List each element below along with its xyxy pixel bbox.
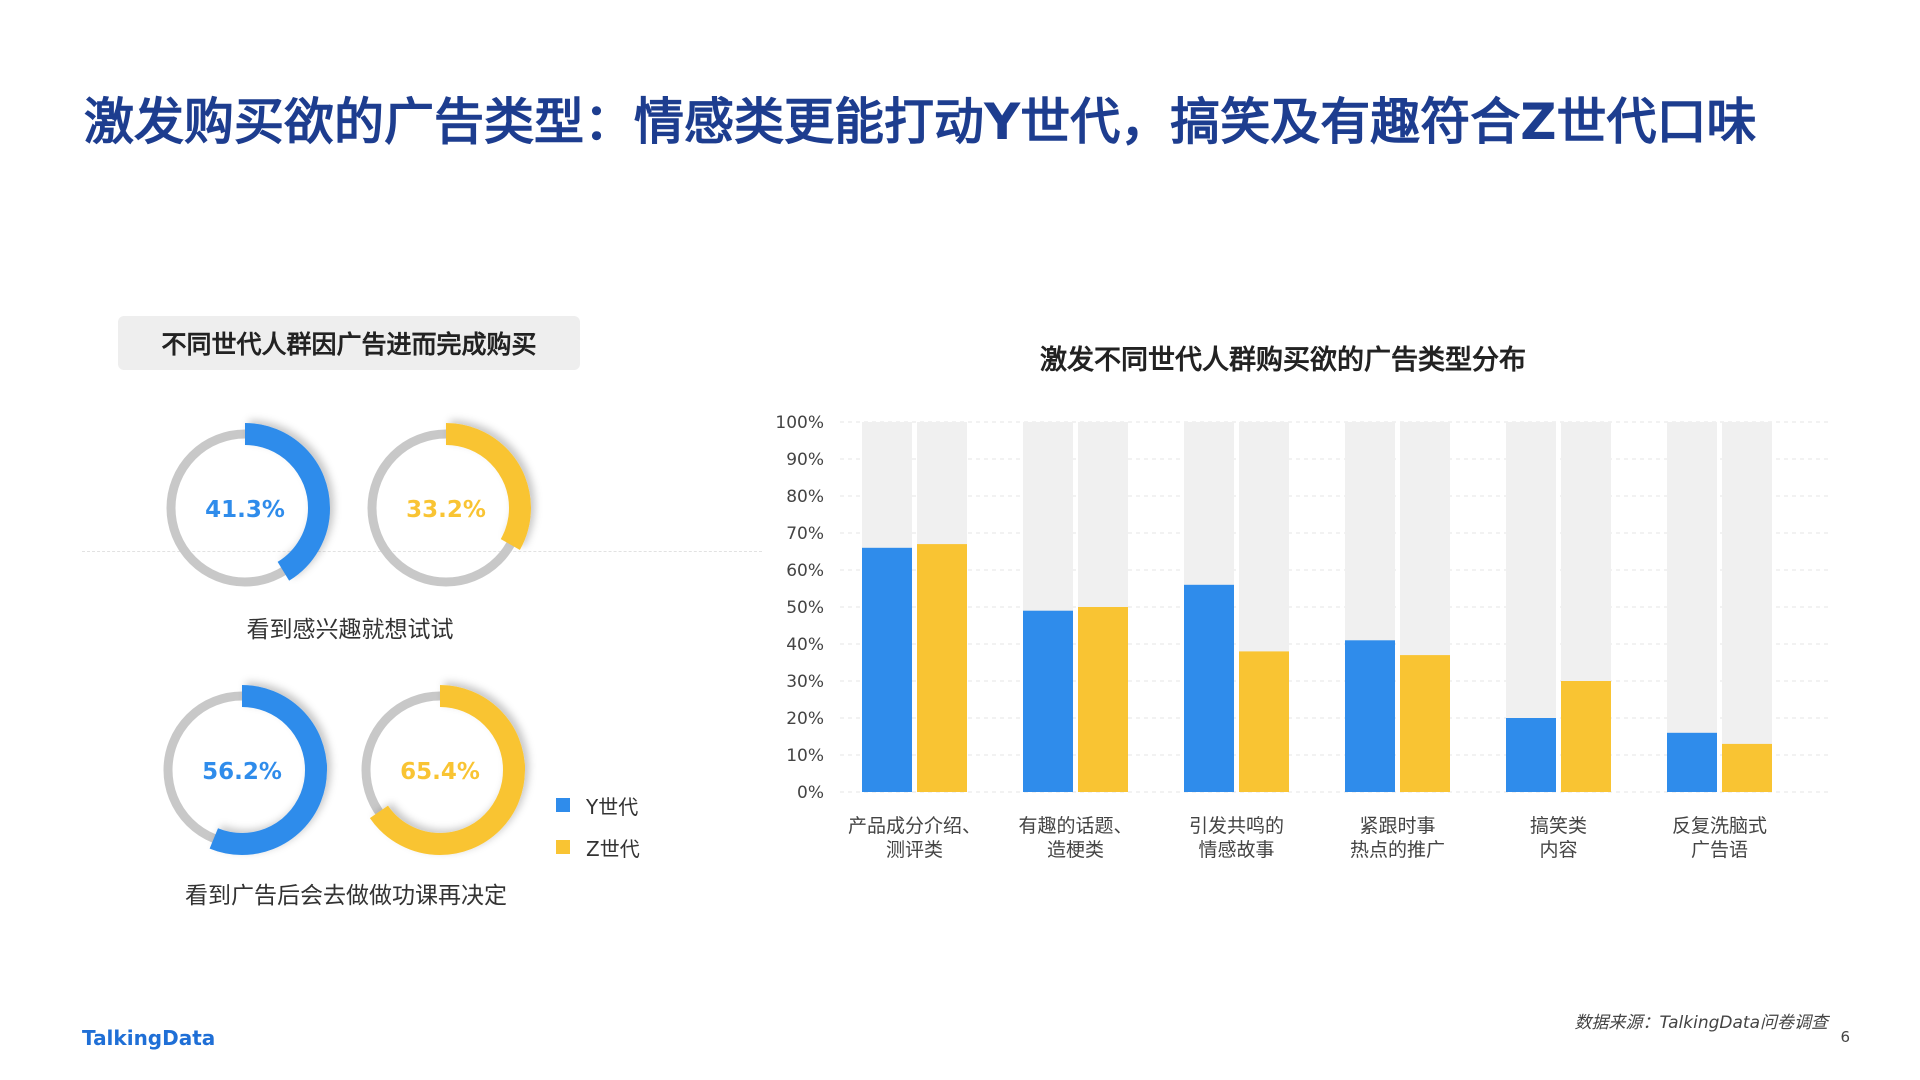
divider — [82, 551, 762, 552]
page-title: 激发购买欲的广告类型：情感类更能打动Y世代，搞笑及有趣符合Z世代口味 — [84, 93, 1757, 151]
bar-y-2 — [1023, 610, 1073, 792]
chart-title: 激发不同世代人群购买欲的广告类型分布 — [1040, 345, 1526, 376]
legend-label-z: Z世代 — [586, 836, 640, 861]
bar-z-5 — [1561, 681, 1611, 792]
brand-logo-text: TalkingData — [82, 1026, 216, 1050]
donut-1-2: 33.2% — [361, 423, 531, 593]
bar-z-2 — [1078, 607, 1128, 792]
y-tick-label: 20% — [786, 709, 824, 729]
bar-y-6 — [1667, 732, 1717, 792]
donut-arc — [361, 423, 531, 593]
x-tick-label: 搞笑类内容 — [1530, 815, 1587, 861]
bar-background — [1722, 422, 1772, 792]
donut-group-caption-2: 看到广告后会去做做功课再决定 — [185, 883, 507, 909]
bar-y-4 — [1345, 640, 1395, 792]
x-tick-label: 反复洗脑式广告语 — [1672, 815, 1767, 861]
x-tick-label: 产品成分介绍、测评类 — [848, 815, 981, 861]
y-tick-label: 50% — [786, 598, 824, 618]
y-tick-label: 100% — [775, 413, 824, 433]
donut-arc — [157, 685, 327, 855]
legend-item-z: Z世代 — [556, 834, 640, 861]
y-tick-label: 70% — [786, 524, 824, 544]
bar-chart: 0% 10% 20% 30% 40% 50% 60% 70% 80% 90% 100% 产品成分介绍、… — [775, 413, 1828, 861]
bar-z-1 — [917, 544, 967, 792]
donut-arc — [160, 423, 330, 593]
y-tick-label: 30% — [786, 672, 824, 692]
y-tick-label: 80% — [786, 487, 824, 507]
donut-charts: 41.3% 33.2% 56.2% 65.4% — [157, 423, 531, 855]
bar-y-3 — [1184, 584, 1234, 792]
y-tick-label: 60% — [786, 561, 824, 581]
x-tick-label: 紧跟时事热点的推广 — [1350, 815, 1445, 861]
bar-background — [1667, 422, 1717, 792]
bar-z-6 — [1722, 743, 1772, 792]
legend-label-y: Y世代 — [586, 794, 639, 819]
donut-arc — [355, 685, 525, 855]
x-tick-label: 有趣的话题、造梗类 — [1018, 815, 1132, 861]
donut-2-1: 56.2% — [157, 685, 327, 855]
bar-y-1 — [862, 547, 912, 792]
legend-swatch-y — [556, 798, 570, 812]
bar-y-5 — [1506, 718, 1556, 792]
donut-group-caption-1: 看到感兴趣就想试试 — [246, 617, 454, 643]
donut-value-label: 33.2% — [406, 497, 486, 523]
data-source-note: 数据来源：TalkingData问卷调查 — [1574, 1013, 1828, 1033]
left-panel-subtitle: 不同世代人群因广告进而完成购买 — [118, 316, 580, 370]
bar-z-3 — [1239, 651, 1289, 792]
donut-value-label: 56.2% — [202, 759, 282, 785]
donut-value-label: 65.4% — [400, 759, 480, 785]
legend-item-y: Y世代 — [556, 792, 640, 819]
y-tick-label: 40% — [786, 635, 824, 655]
x-tick-label: 引发共鸣的情感故事 — [1189, 815, 1284, 861]
legend: Y世代 Z世代 — [556, 792, 640, 876]
donut-1-1: 41.3% — [160, 423, 330, 593]
page-number: 6 — [1840, 1028, 1850, 1046]
bar-z-4 — [1400, 655, 1450, 792]
y-tick-label: 0% — [797, 783, 824, 803]
donut-value-label: 41.3% — [205, 497, 285, 523]
y-tick-label: 10% — [786, 746, 824, 766]
y-tick-label: 90% — [786, 450, 824, 470]
donut-2-2: 65.4% — [355, 685, 525, 855]
legend-swatch-z — [556, 840, 570, 854]
